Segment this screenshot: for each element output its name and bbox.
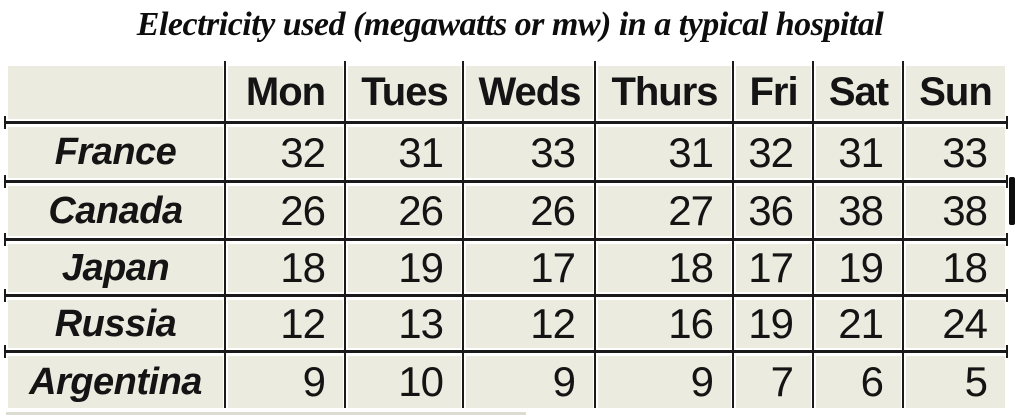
col-header-weds: Weds <box>466 66 593 119</box>
grid-line <box>4 175 1008 188</box>
row-label-japan: Japan <box>8 244 223 292</box>
value-cell: 6 <box>816 356 901 408</box>
col-header-tues: Tues <box>348 66 461 119</box>
col-header-sat: Sat <box>816 66 901 119</box>
row-label-argentina: Argentina <box>8 356 223 408</box>
chart-title: Electricity used (megawatts or mw) in a … <box>136 6 884 43</box>
value-cell: 5 <box>906 356 1005 408</box>
grid-line <box>4 345 1008 358</box>
value-cell: 38 <box>906 186 1005 236</box>
value-cell: 10 <box>348 356 461 408</box>
value-cell: 32 <box>228 127 343 178</box>
value-cell: 7 <box>736 356 811 408</box>
value-cell: 17 <box>466 244 593 292</box>
value-cell: 16 <box>598 300 731 348</box>
value-cell: 19 <box>736 300 811 348</box>
row-label-canada: Canada <box>8 186 223 236</box>
data-table: Mon Tues Weds Thurs Fri Sat Sun France 3… <box>8 66 1005 408</box>
value-cell: 36 <box>736 186 811 236</box>
scan-smudge <box>6 412 526 415</box>
value-cell: 18 <box>598 244 731 292</box>
row-label-russia: Russia <box>8 300 223 348</box>
col-header-fri: Fri <box>736 66 811 119</box>
value-cell: 19 <box>816 244 901 292</box>
grid-line <box>4 289 1008 302</box>
value-cell: 9 <box>598 356 731 408</box>
value-cell: 32 <box>736 127 811 178</box>
value-cell: 21 <box>816 300 901 348</box>
value-cell: 18 <box>228 244 343 292</box>
grid-line <box>344 61 346 408</box>
value-cell: 31 <box>598 127 731 178</box>
grid-line <box>594 61 596 408</box>
value-cell: 12 <box>228 300 343 348</box>
value-cell: 19 <box>348 244 461 292</box>
value-cell: 33 <box>466 127 593 178</box>
row-label-france: France <box>8 127 223 178</box>
value-cell: 18 <box>906 244 1005 292</box>
grid-line <box>902 61 904 408</box>
value-cell: 31 <box>348 127 461 178</box>
value-cell: 31 <box>816 127 901 178</box>
value-cell: 9 <box>466 356 593 408</box>
value-cell: 38 <box>816 186 901 236</box>
col-header-mon: Mon <box>228 66 343 119</box>
value-cell: 27 <box>598 186 731 236</box>
value-cell: 17 <box>736 244 811 292</box>
grid-line <box>4 116 1008 129</box>
grid-line <box>224 61 226 408</box>
grid-line <box>4 233 1008 246</box>
grid-line <box>462 61 464 408</box>
grid-line <box>812 61 814 408</box>
grid-line <box>732 61 734 408</box>
corner-cell <box>8 66 223 119</box>
col-header-sun: Sun <box>906 66 1005 119</box>
value-cell: 26 <box>348 186 461 236</box>
value-cell: 26 <box>228 186 343 236</box>
value-cell: 9 <box>228 356 343 408</box>
value-cell: 24 <box>906 300 1005 348</box>
value-cell: 13 <box>348 300 461 348</box>
cursor-artifact-mark <box>1009 177 1015 225</box>
value-cell: 33 <box>906 127 1005 178</box>
col-header-thurs: Thurs <box>598 66 731 119</box>
value-cell: 12 <box>466 300 593 348</box>
value-cell: 26 <box>466 186 593 236</box>
